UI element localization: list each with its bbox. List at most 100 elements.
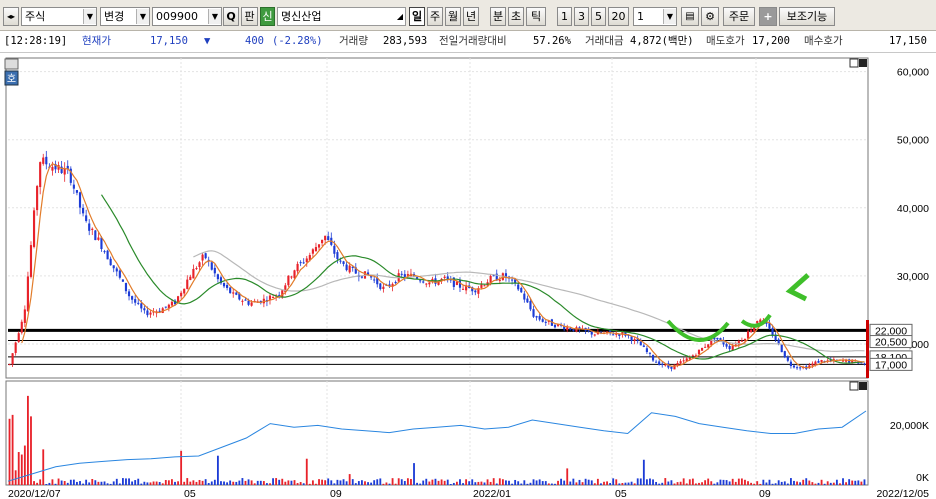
candle-body: [817, 360, 820, 363]
candle-body: [287, 275, 290, 286]
tab-tick[interactable]: 틱: [526, 7, 546, 26]
candle-body: [127, 291, 131, 297]
stock-code-input[interactable]: 009900 ▼: [152, 7, 222, 26]
candle-body: [176, 296, 180, 303]
candle-body: [305, 258, 308, 263]
candle-body: [753, 324, 756, 332]
stock-name-field[interactable]: 명신산업 ◢: [277, 7, 406, 26]
candle-body: [492, 275, 495, 277]
candle-body: [465, 285, 468, 291]
candle-body: [311, 249, 314, 254]
candle-body: [69, 168, 72, 183]
search-button[interactable]: Q: [223, 7, 239, 26]
chevron-down-icon[interactable]: ▼: [663, 9, 676, 24]
candle-body: [321, 239, 324, 244]
count-input[interactable]: 1 ▼: [633, 7, 677, 26]
price-level-label: 20,500: [875, 337, 907, 349]
candle-body: [612, 334, 615, 336]
candle-body: [336, 252, 339, 260]
ho-button[interactable]: [4, 70, 19, 86]
candle-body: [615, 333, 618, 335]
candle-body: [244, 299, 247, 301]
candle-body: [241, 300, 244, 302]
change-select[interactable]: 변경 ▼: [100, 7, 150, 26]
candle-body: [42, 157, 45, 164]
candle-body: [863, 363, 866, 365]
interval-3[interactable]: 3: [574, 7, 589, 26]
candle-body: [351, 266, 354, 268]
date-axis: 2020/12/07 05 09 2022/01 05 09 2022/12/05: [8, 488, 929, 499]
close-icon[interactable]: [859, 382, 867, 390]
candle-body: [32, 210, 36, 247]
candle-body: [317, 244, 321, 248]
candle-body: [544, 321, 547, 323]
candle-body: [474, 290, 477, 293]
candle-body: [740, 340, 743, 342]
plus-icon[interactable]: +: [759, 7, 777, 26]
order-button[interactable]: 주문: [723, 7, 755, 26]
candle-body: [124, 282, 128, 292]
ma60-line: [193, 250, 865, 352]
amount-label: 거래대금: [585, 35, 624, 47]
minimize-icon[interactable]: [849, 58, 859, 68]
candle-body: [106, 250, 109, 260]
candle-body: [281, 290, 284, 298]
volume-pane[interactable]: [5, 380, 869, 486]
candle-body: [795, 367, 799, 369]
tab-day[interactable]: 일: [409, 7, 425, 26]
candle-body: [354, 267, 357, 274]
interval-1[interactable]: 1: [557, 7, 572, 26]
chevron-down-icon[interactable]: ▼: [136, 9, 149, 24]
pane-controls[interactable]: [849, 58, 867, 391]
prev-volume-label: 전일거래량대비: [439, 35, 507, 47]
tab-second[interactable]: 초: [508, 7, 524, 26]
candle-body: [483, 285, 486, 287]
aux-function-button[interactable]: 보조기능: [779, 7, 835, 26]
interval-20[interactable]: 20: [608, 7, 629, 26]
tab-month[interactable]: 월: [445, 7, 461, 26]
candle-body: [471, 287, 474, 292]
price-level-label: 22,000: [875, 325, 907, 337]
candle-body: [645, 348, 648, 353]
candle-body: [170, 301, 174, 306]
pane-toggle-icon[interactable]: [4, 58, 19, 70]
volume-tick-label: 20,000K: [890, 420, 929, 432]
candle-body: [345, 264, 348, 271]
candle-body: [771, 328, 774, 336]
date-tick-label: 2022/01: [473, 488, 511, 499]
candle-body: [88, 223, 91, 231]
close-icon[interactable]: [859, 59, 867, 67]
save-icon[interactable]: ▤: [681, 7, 699, 26]
candle-body: [109, 258, 112, 266]
candle-body: [419, 280, 422, 282]
candle-body: [403, 274, 406, 278]
candle-body: [23, 309, 26, 323]
chevron-down-icon[interactable]: ▼: [208, 9, 221, 24]
candle-body: [670, 366, 673, 369]
candle-body: [97, 237, 100, 240]
volume-label: 거래량: [339, 35, 368, 47]
candle-body: [158, 310, 161, 312]
candle-body: [45, 156, 48, 165]
candle-body: [327, 236, 330, 241]
candle-body: [149, 312, 152, 315]
amount-value: 4,872(백만): [630, 35, 694, 47]
gear-icon[interactable]: ⚙: [701, 7, 719, 26]
candle-body: [609, 330, 612, 334]
candle-body: [348, 265, 351, 273]
tab-year[interactable]: 년: [463, 7, 479, 26]
minimize-icon[interactable]: [849, 381, 859, 391]
tab-week[interactable]: 주: [427, 7, 443, 26]
tab-minute[interactable]: 분: [490, 7, 506, 26]
pan-button[interactable]: 판: [241, 7, 258, 26]
candle-body: [36, 186, 39, 211]
candle-body: [173, 300, 177, 305]
chevron-down-icon[interactable]: ▼: [83, 9, 96, 24]
prev-next-icon[interactable]: ◂▸: [3, 7, 19, 26]
candle-body: [235, 292, 238, 295]
candle-body: [832, 359, 835, 361]
market-select[interactable]: 주식 ▼: [21, 7, 97, 26]
interval-5[interactable]: 5: [591, 7, 606, 26]
candle-body: [759, 319, 762, 323]
